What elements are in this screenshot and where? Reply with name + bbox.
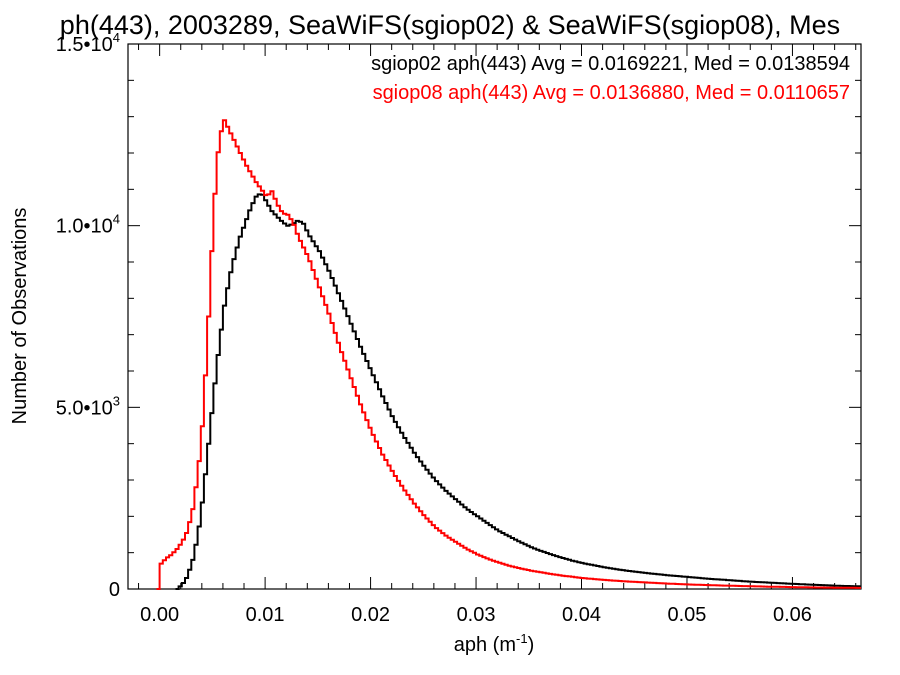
series-line-sgiop08 — [156, 119, 861, 590]
legend-entry-sgiop02: sgiop02 aph(443) Avg = 0.0169221, Med = … — [371, 53, 850, 75]
y-axis-ticks: 0 5.0•103 1.0•104 1.5•104 — [56, 30, 861, 601]
y-axis-label: Number of Observations — [9, 208, 31, 425]
legend-entry-sgiop08: sgiop08 aph(443) Avg = 0.0136880, Med = … — [373, 82, 850, 104]
y-tick-label: 1.5•104 — [56, 30, 120, 56]
series-layer — [156, 119, 861, 590]
x-axis-label: aph (m-1) — [454, 631, 534, 656]
x-tick-label: 0.01 — [246, 604, 285, 626]
chart-title: ph(443), 2003289, SeaWiFS(sgiop02) & Sea… — [60, 10, 840, 40]
y-tick-label: 1.0•104 — [56, 212, 120, 238]
x-axis-label-close: ) — [528, 634, 535, 656]
x-tick-label: 0.03 — [457, 604, 496, 626]
y-tick-label: 5.0•103 — [56, 393, 120, 419]
x-tick-label: 0.02 — [351, 604, 390, 626]
x-tick-label: 0.00 — [140, 604, 179, 626]
x-tick-label: 0.04 — [562, 604, 601, 626]
x-axis-ticks: 0.00 0.01 0.02 0.03 0.04 0.05 0.06 — [138, 44, 857, 626]
x-tick-label: 0.05 — [668, 604, 707, 626]
series-line-sgiop02 — [175, 193, 861, 590]
x-axis-label-exponent: -1 — [516, 631, 528, 646]
x-axis-label-main: aph (m — [454, 634, 516, 656]
plot-frame — [127, 43, 862, 590]
x-tick-label: 0.06 — [773, 604, 812, 626]
y-tick-label: 0 — [109, 579, 120, 601]
